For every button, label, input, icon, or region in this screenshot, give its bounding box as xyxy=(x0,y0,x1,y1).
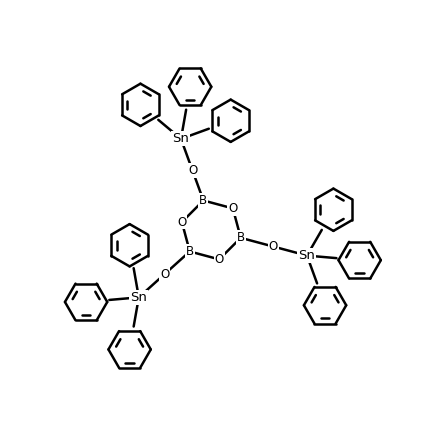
Text: B: B xyxy=(237,231,245,245)
Text: Sn: Sn xyxy=(130,291,147,304)
Text: B: B xyxy=(199,194,207,207)
Text: O: O xyxy=(160,268,169,281)
Text: O: O xyxy=(188,164,197,177)
Text: Sn: Sn xyxy=(172,132,190,145)
Text: O: O xyxy=(177,216,186,228)
Text: O: O xyxy=(269,240,278,253)
Text: Sn: Sn xyxy=(298,249,315,262)
Text: B: B xyxy=(185,245,194,258)
Text: O: O xyxy=(215,253,224,266)
Text: O: O xyxy=(228,202,237,215)
